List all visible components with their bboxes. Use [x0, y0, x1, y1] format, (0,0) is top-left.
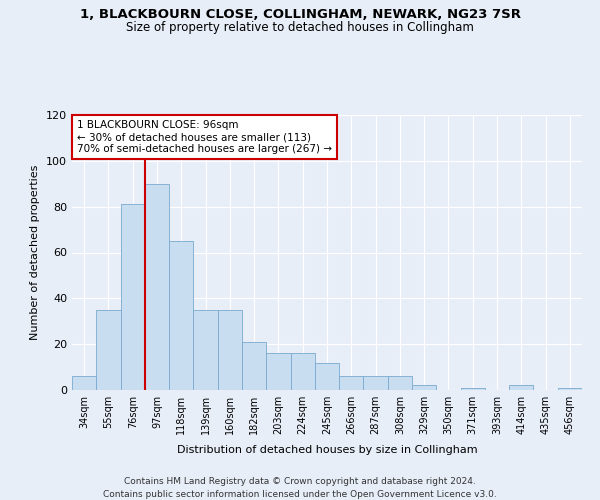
Bar [169, 241, 193, 390]
Bar [121, 204, 145, 390]
Bar [558, 388, 582, 390]
Bar [509, 386, 533, 390]
Y-axis label: Number of detached properties: Number of detached properties [31, 165, 40, 340]
Bar [364, 376, 388, 390]
Bar [193, 310, 218, 390]
Bar [339, 376, 364, 390]
Text: Contains HM Land Registry data © Crown copyright and database right 2024.: Contains HM Land Registry data © Crown c… [124, 478, 476, 486]
Bar [242, 342, 266, 390]
Bar [290, 354, 315, 390]
Bar [145, 184, 169, 390]
X-axis label: Distribution of detached houses by size in Collingham: Distribution of detached houses by size … [176, 446, 478, 456]
Text: Size of property relative to detached houses in Collingham: Size of property relative to detached ho… [126, 21, 474, 34]
Text: Contains public sector information licensed under the Open Government Licence v3: Contains public sector information licen… [103, 490, 497, 499]
Text: 1 BLACKBOURN CLOSE: 96sqm
← 30% of detached houses are smaller (113)
70% of semi: 1 BLACKBOURN CLOSE: 96sqm ← 30% of detac… [77, 120, 332, 154]
Bar [461, 388, 485, 390]
Bar [218, 310, 242, 390]
Bar [388, 376, 412, 390]
Bar [315, 362, 339, 390]
Bar [266, 354, 290, 390]
Bar [72, 376, 96, 390]
Bar [96, 310, 121, 390]
Bar [412, 386, 436, 390]
Text: 1, BLACKBOURN CLOSE, COLLINGHAM, NEWARK, NG23 7SR: 1, BLACKBOURN CLOSE, COLLINGHAM, NEWARK,… [79, 8, 521, 20]
